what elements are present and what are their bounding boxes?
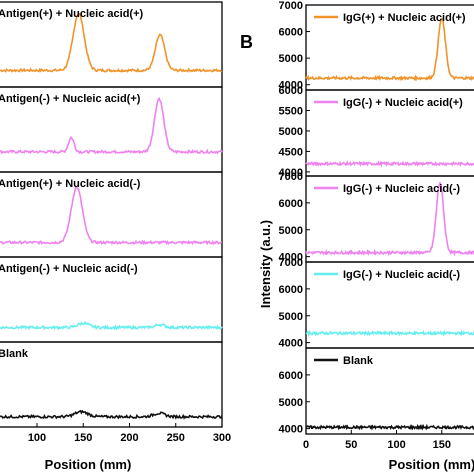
panel-a: Antigen(+) + Nucleic acid(+) Antigen(-) +… bbox=[0, 1, 231, 444]
panel-a-subplot-frame bbox=[0, 341, 223, 428]
panel-b-y-tick-label: 5000 bbox=[279, 53, 303, 65]
panel-b-y-tick-label: 6000 bbox=[279, 284, 303, 296]
panel-a-series-line bbox=[0, 96, 223, 155]
panel-a-x-tick-label: 150 bbox=[74, 432, 92, 444]
panel-b-y-tick-label: 7000 bbox=[279, 171, 303, 183]
panel-b-legend-label: IgG(+) + Nucleic acid(+) bbox=[343, 12, 466, 24]
panel-b-series-line bbox=[305, 423, 474, 431]
panel-b-y-tick-label: 4000 bbox=[279, 252, 303, 264]
panel-b-y-axis-title: Intensity (a.u.) bbox=[258, 220, 273, 308]
panel-b-letter: B bbox=[240, 32, 253, 52]
panel-b-legend-label: Blank bbox=[343, 355, 374, 367]
panel-a-legend-label: Antigen(+) + Nucleic acid(+) bbox=[0, 8, 144, 20]
panel-a-series-line bbox=[0, 12, 223, 73]
panel-a-x-axis-title: Position (mm) bbox=[45, 457, 132, 472]
panel-b-series-line bbox=[305, 160, 474, 168]
panel-a-x-tick-label: 300 bbox=[213, 432, 231, 444]
panel-b-y-tick-label: 5000 bbox=[279, 397, 303, 409]
panel-b-x-tick-label: 150 bbox=[433, 439, 451, 451]
panel-a-legend-label: Blank bbox=[0, 348, 29, 360]
panel-a-legend-label: Antigen(+) + Nucleic acid(-) bbox=[0, 178, 141, 190]
panel-b-y-tick-label: 5000 bbox=[279, 225, 303, 237]
panel-b-y-tick-label: 7000 bbox=[279, 0, 303, 12]
panel-b-series-line bbox=[305, 17, 474, 82]
panel-b-y-tick-label: 4000 bbox=[279, 338, 303, 350]
panel-b-y-tick-label: 7000 bbox=[279, 257, 303, 269]
panel-b-legend-label: IgG(-) + Nucleic acid(+) bbox=[343, 97, 463, 109]
panel-b-x-tick-label: 50 bbox=[345, 439, 357, 451]
panel-a-legend-label: Antigen(-) + Nucleic acid(-) bbox=[0, 263, 138, 275]
panel-a-legend-label: Antigen(-) + Nucleic acid(+) bbox=[0, 93, 141, 105]
panel-a-series-line bbox=[0, 321, 223, 331]
panel-b: B Intensity (a.u.) 4000 5000 6000 7000 IgG(+… bbox=[240, 0, 474, 451]
panel-b-series-line bbox=[305, 180, 474, 257]
panel-b-x-axis-title: Position (mm) bbox=[389, 457, 474, 472]
panel-b-y-tick-label: 6000 bbox=[279, 370, 303, 382]
panel-b-x-tick-label: 0 bbox=[303, 439, 309, 451]
panel-b-y-tick-label: 4000 bbox=[279, 167, 303, 179]
panel-b-legend-label: IgG(-) + Nucleic acid(-) bbox=[343, 183, 460, 195]
panel-b-y-tick-label: 4000 bbox=[279, 424, 303, 436]
panel-b-y-tick-label: 5500 bbox=[279, 105, 303, 117]
panel-b-y-tick-label: 5000 bbox=[279, 126, 303, 138]
panel-b-y-tick-label: 4000 bbox=[279, 80, 303, 92]
panel-a-x-tick-label: 200 bbox=[120, 432, 138, 444]
panel-b-y-tick-label: 5000 bbox=[279, 311, 303, 323]
panel-b-y-tick-label: 6000 bbox=[279, 27, 303, 39]
panel-a-x-tick-label: 250 bbox=[167, 432, 185, 444]
panel-b-subplot-frame bbox=[305, 347, 474, 435]
panel-b-legend-label: IgG(-) + Nucleic acid(-) bbox=[343, 269, 460, 281]
panel-a-x-tick-label: 100 bbox=[28, 432, 46, 444]
panel-b-y-tick-label: 4500 bbox=[279, 146, 303, 158]
panel-a-series-line bbox=[0, 185, 223, 246]
panel-b-y-tick-label: 6000 bbox=[279, 85, 303, 97]
panel-b-series-line bbox=[305, 329, 474, 338]
panel-a-series-line bbox=[0, 409, 223, 420]
panel-b-x-tick-label: 100 bbox=[387, 439, 405, 451]
panel-b-y-tick-label: 6000 bbox=[279, 198, 303, 210]
